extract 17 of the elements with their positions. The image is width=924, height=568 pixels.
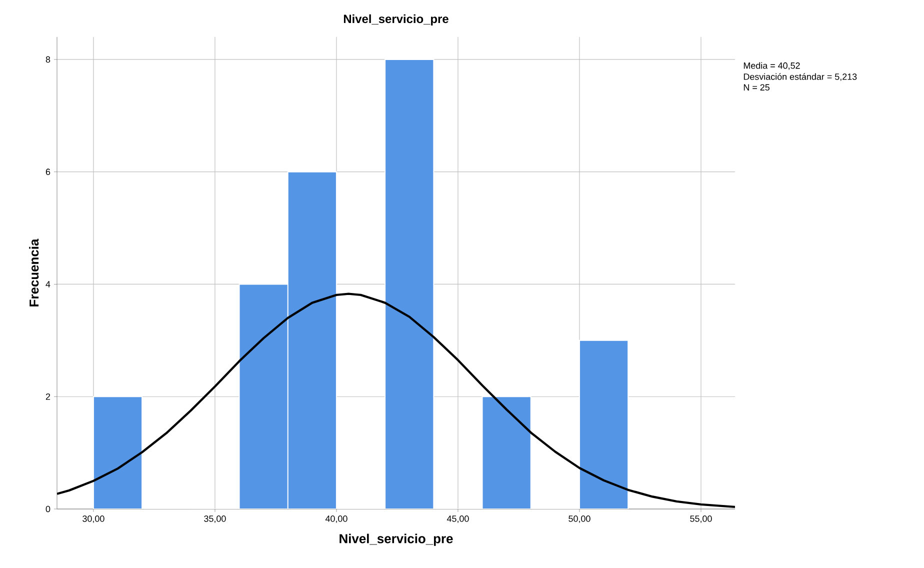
y-tick-label: 2 <box>46 393 50 400</box>
x-tick-label: 40,00 <box>325 516 348 523</box>
x-tick-label: 55,00 <box>690 516 712 523</box>
x-tick-label: 45,00 <box>446 516 469 523</box>
y-axis-title: Frecuencia <box>29 238 39 306</box>
y-tick-label: 0 <box>46 506 50 512</box>
x-tick-label: 35,00 <box>204 516 226 523</box>
text: Desviación estándar = 5,213 <box>744 73 857 81</box>
y-tick-label: 8 <box>46 56 50 63</box>
text: N = 25 <box>744 84 770 91</box>
x-tick-label: 50,00 <box>568 516 590 523</box>
y-tick-label: 4 <box>46 281 50 288</box>
x-axis-title: Nivel_servicio_pre <box>340 534 453 546</box>
x-tick-label: 30,00 <box>82 516 104 523</box>
text: Media = 40,52 <box>744 62 800 70</box>
y-tick-label: 6 <box>46 168 50 176</box>
chart-title: Nivel_servicio_pre <box>344 14 448 26</box>
